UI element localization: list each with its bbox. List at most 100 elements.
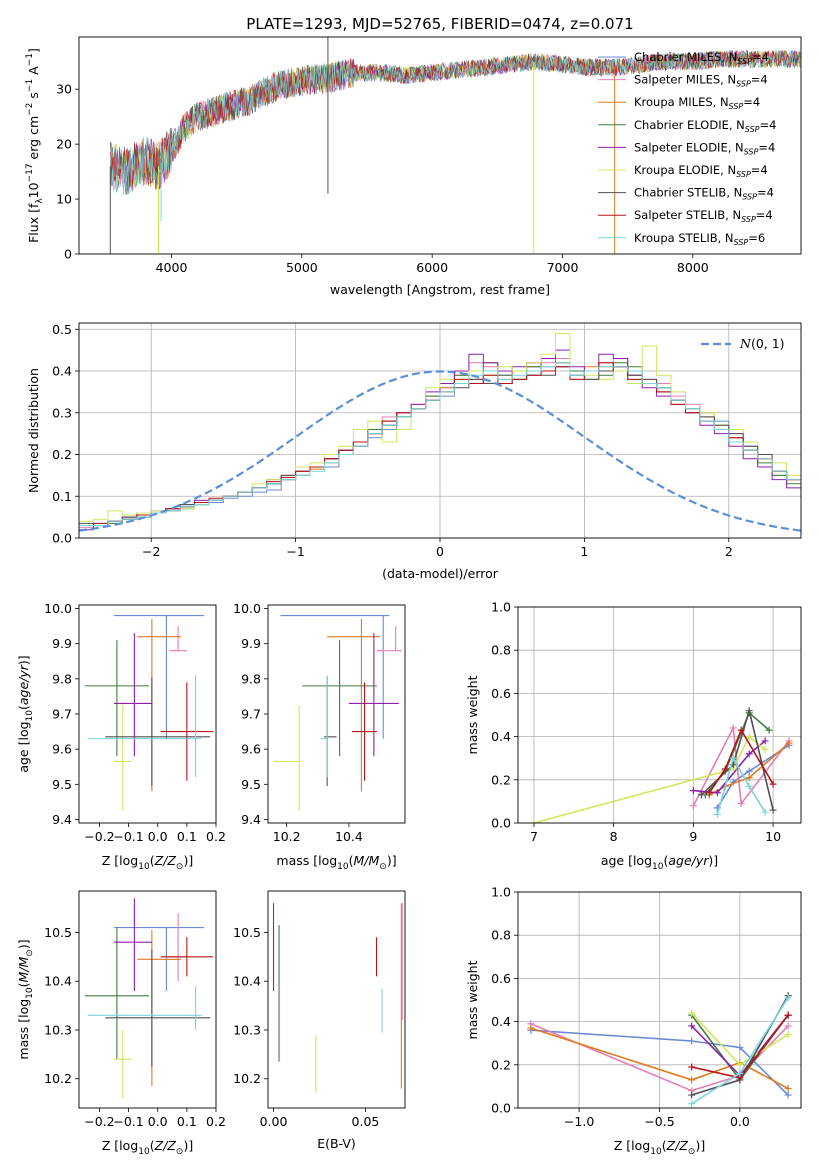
- x-tick-label: 8: [610, 829, 618, 844]
- x-tick-label: −0.5: [644, 1114, 674, 1129]
- spectrum-line-kroupa-stelib: [110, 49, 801, 196]
- legend-sub: SSP: [737, 57, 752, 66]
- y-tick-label: 10.3: [233, 1022, 261, 1037]
- y-axis-label: mass weight: [465, 960, 480, 1039]
- weight-marker: [745, 707, 753, 715]
- y-tick-label: 10.3: [44, 1022, 72, 1037]
- x-tick-label: −0.2: [84, 1114, 114, 1129]
- weight-marker: [688, 1009, 696, 1017]
- plot-area: [84, 898, 214, 1099]
- y-axis-label: age [log10(age/yr)]: [16, 655, 35, 772]
- x-axis-label: Z [log10(Z/Z⊙)]: [614, 1138, 705, 1157]
- legend-entry: Chabrier STELIB, NSSP=4: [634, 186, 774, 202]
- x-axis-label-part: 10: [138, 1147, 150, 1157]
- y-tick-label: 9.8: [52, 671, 72, 686]
- weight-marker: [765, 726, 773, 734]
- x-axis-label-part: (: [663, 853, 668, 868]
- weight-marker: [530, 819, 538, 823]
- x-axis-label: E(B-V): [317, 1136, 356, 1151]
- y-axis-label-part: log: [16, 721, 31, 740]
- weight-marker: [761, 737, 769, 745]
- weight-marker: [736, 1069, 744, 1077]
- legend-tail: =4: [751, 73, 768, 87]
- x-axis-label-part: ⊙: [379, 862, 387, 872]
- y-tick-label: 0.2: [491, 772, 511, 787]
- weight-marker: [688, 1091, 696, 1099]
- weight-marker: [737, 726, 745, 734]
- y-tick-label: 9.7: [52, 707, 72, 722]
- y-tick-label: 0.8: [491, 643, 511, 658]
- y-tick-label: 9.9: [52, 636, 72, 651]
- y-tick-label: 10.2: [233, 1071, 261, 1086]
- y-axis-label-part: (: [16, 705, 31, 710]
- legend-tail: =4: [752, 50, 769, 64]
- y-tick-label: 1.0: [491, 600, 511, 615]
- weight-marker: [736, 1044, 744, 1052]
- x-tick-label: 0.2: [206, 829, 226, 844]
- weight-marker: [688, 1037, 696, 1045]
- x-tick-label: 4000: [156, 260, 188, 275]
- legend-entry: Salpeter STELIB, NSSP=4: [634, 208, 773, 224]
- legend-sub: SSP: [729, 102, 744, 111]
- y-axis-label-part: 10: [25, 710, 35, 722]
- legend-base: Kroupa ELODIE, N: [634, 163, 736, 177]
- x-axis-label-part: ⊙: [176, 862, 184, 872]
- weight-marker: [784, 994, 792, 1002]
- y-axis-label-part: −1: [25, 53, 35, 66]
- plot-area: [518, 892, 801, 1108]
- x-tick-label: 0.0: [148, 1114, 168, 1129]
- weight-marker: [784, 1085, 792, 1093]
- x-tick-label: 6000: [416, 260, 448, 275]
- axes-frame: [78, 36, 802, 255]
- histogram-step-kroupa-miles: [79, 362, 801, 538]
- y-tick-label: 0.6: [491, 686, 511, 701]
- legend-entry: Salpeter ELODIE, NSSP=4: [634, 140, 775, 156]
- legend-sub: SSP: [744, 147, 759, 156]
- x-axis-label-part: Z/Z: [154, 853, 177, 868]
- y-axis-label-part: ]: [26, 48, 41, 53]
- plot-area: [274, 614, 402, 811]
- y-tick-label: 0.4: [491, 1014, 511, 1029]
- y-tick-label: 0.2: [491, 1057, 511, 1072]
- x-tick-label: −0.1: [113, 1114, 143, 1129]
- histogram-step-chabrier-stelib: [79, 366, 801, 538]
- axes-frame: [517, 891, 802, 1109]
- x-axis-label-part: )]: [387, 853, 397, 868]
- panel-spectrum: 4000 5000 6000 7000 8000 0 10 20 30 wavelength [A…: [25, 36, 802, 297]
- x-axis-label-part: Z [: [614, 1138, 631, 1153]
- axes-frame: [267, 604, 406, 824]
- y-axis-label-part: age/yr: [16, 664, 31, 705]
- y-tick-label: 30: [56, 82, 72, 97]
- legend-sub: SSP: [736, 170, 751, 179]
- x-tick-label: −0.1: [113, 829, 143, 844]
- weight-marker: [688, 1076, 696, 1084]
- y-tick-label: 0.4: [491, 729, 511, 744]
- histogram-step-salpeter-miles: [79, 358, 801, 538]
- histogram-step-kroupa-elodie: [79, 332, 801, 538]
- y-axis-label-part: ⊙: [25, 949, 35, 957]
- x-axis-label: Z [log10(Z/Z⊙)]: [102, 1138, 193, 1157]
- x-tick-label: 1: [580, 544, 588, 559]
- y-tick-label: 0: [64, 247, 72, 262]
- weight-line-kroupa-stelib: [716, 756, 766, 815]
- x-tick-label: 10.4: [335, 829, 363, 844]
- histogram-step-salpeter-stelib: [79, 362, 801, 538]
- legend-tail: =4: [751, 163, 768, 177]
- legend-base: Kroupa MILES, N: [634, 95, 729, 109]
- spectrum-line-kroupa-elodie: [110, 49, 801, 191]
- weight-marker: [689, 787, 697, 795]
- y-tick-label: 20: [56, 137, 72, 152]
- legend-tail: =6: [748, 231, 765, 245]
- weight-marker: [689, 802, 697, 810]
- y-tick-label: 0.0: [491, 1101, 511, 1116]
- weight-marker: [784, 1091, 792, 1099]
- figure-title: PLATE=1293, MJD=52765, FIBERID=0474, z=0…: [246, 15, 633, 33]
- x-axis-label-part: Z/Z: [666, 1138, 689, 1153]
- weight-marker: [729, 724, 737, 732]
- y-tick-label: 0.0: [491, 816, 511, 831]
- weight-marker: [729, 754, 737, 762]
- weight-marker: [784, 1022, 792, 1030]
- x-axis-label-part: age [: [601, 853, 633, 868]
